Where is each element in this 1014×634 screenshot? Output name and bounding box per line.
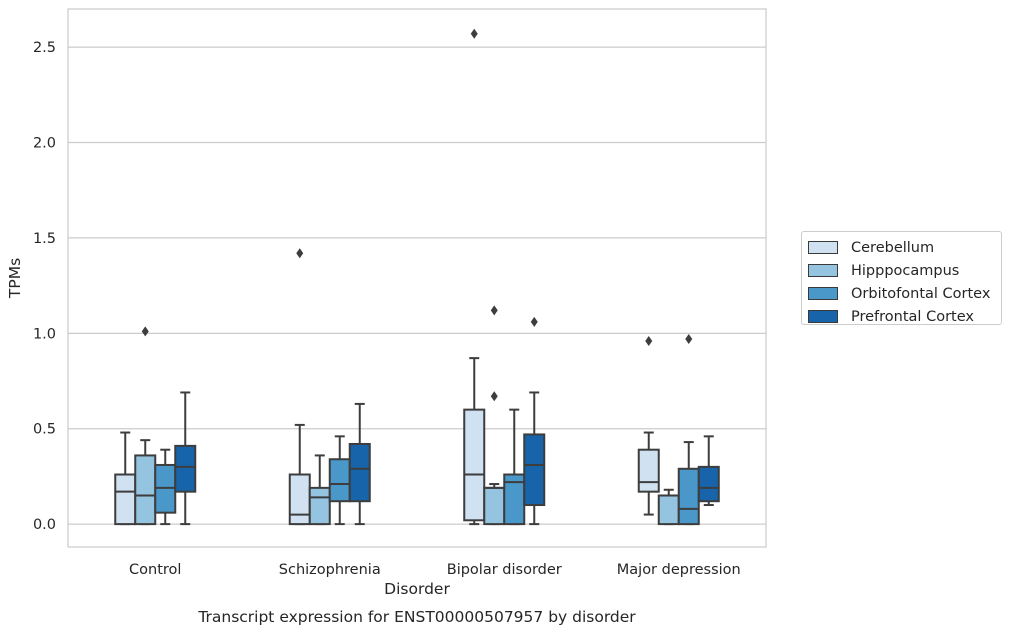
outlier-point bbox=[470, 28, 478, 39]
box-prefrontal-cortex bbox=[174, 391, 197, 526]
legend-label: Orbitofontal Cortex bbox=[851, 285, 991, 302]
box-prefrontal-cortex bbox=[523, 316, 546, 526]
box-iqr bbox=[134, 454, 157, 526]
box-iqr bbox=[523, 433, 546, 507]
box-iqr bbox=[348, 442, 371, 503]
box-prefrontal-cortex bbox=[348, 402, 371, 526]
box-iqr bbox=[657, 494, 680, 526]
outlier-point bbox=[296, 248, 304, 259]
box-prefrontal-cortex bbox=[697, 435, 720, 507]
legend-label: Prefrontal Cortex bbox=[851, 308, 974, 325]
box-iqr bbox=[463, 408, 486, 522]
legend-label: Cerebellum bbox=[851, 239, 935, 256]
box-iqr bbox=[483, 486, 506, 526]
y-tick-label: 0.5 bbox=[33, 422, 56, 438]
x-tick-label: Schizophrenia bbox=[279, 562, 381, 578]
outlier-point bbox=[685, 334, 693, 345]
box-cerebellum bbox=[463, 28, 486, 526]
legend-label: Hipppocampus bbox=[851, 262, 960, 279]
y-axis-title: TPMs bbox=[6, 258, 24, 299]
box-hipppocampus bbox=[134, 326, 157, 526]
y-tick-label: 1.5 bbox=[33, 231, 56, 247]
legend: Cerebellum Hipppocampus Orbitofontal Corte… bbox=[801, 231, 1002, 325]
x-tick-labels: Control Schizophrenia Bipolar disorder Majo… bbox=[129, 562, 741, 578]
box-iqr bbox=[677, 467, 700, 526]
x-axis-title: Disorder bbox=[384, 580, 450, 598]
legend-item: Orbitofontal Cortex bbox=[808, 282, 1001, 305]
legend-item: Hipppocampus bbox=[808, 259, 1001, 282]
outlier-point bbox=[530, 316, 538, 327]
legend-swatch bbox=[808, 310, 838, 323]
y-tick-label: 2.5 bbox=[33, 40, 56, 56]
x-tick-label: Major depression bbox=[617, 562, 741, 578]
box-hipppocampus bbox=[308, 454, 331, 526]
box-orbitofontal-cortex bbox=[328, 435, 351, 526]
box-iqr bbox=[114, 473, 137, 526]
box-iqr bbox=[328, 458, 351, 503]
y-tick-labels: 0.0 0.5 1.0 1.5 2.0 2.5 bbox=[33, 40, 56, 533]
box-cerebellum bbox=[637, 335, 660, 516]
legend-swatch bbox=[808, 264, 838, 277]
y-tick-label: 2.0 bbox=[33, 136, 56, 152]
y-tick-label: 1.0 bbox=[33, 326, 56, 342]
legend-swatch bbox=[808, 241, 838, 254]
box-iqr bbox=[637, 448, 660, 493]
outlier-point bbox=[490, 305, 498, 316]
legend-swatch bbox=[808, 287, 838, 300]
outlier-point bbox=[645, 335, 653, 346]
box-iqr bbox=[174, 444, 197, 493]
box-iqr bbox=[308, 486, 331, 526]
box-iqr bbox=[697, 465, 720, 503]
x-tick-label: Bipolar disorder bbox=[447, 562, 562, 578]
box-iqr bbox=[288, 473, 311, 526]
y-tick-label: 0.0 bbox=[33, 517, 56, 533]
legend-item: Cerebellum bbox=[808, 236, 1001, 259]
boxes bbox=[114, 28, 720, 526]
outlier-point bbox=[490, 391, 498, 402]
x-tick-label: Control bbox=[129, 562, 181, 578]
legend-item: Prefrontal Cortex bbox=[808, 305, 1001, 328]
figure-caption: Transcript expression for ENST0000050795… bbox=[197, 608, 636, 626]
box-hipppocampus bbox=[483, 305, 506, 526]
box-hipppocampus bbox=[657, 488, 680, 526]
outlier-point bbox=[141, 326, 149, 337]
